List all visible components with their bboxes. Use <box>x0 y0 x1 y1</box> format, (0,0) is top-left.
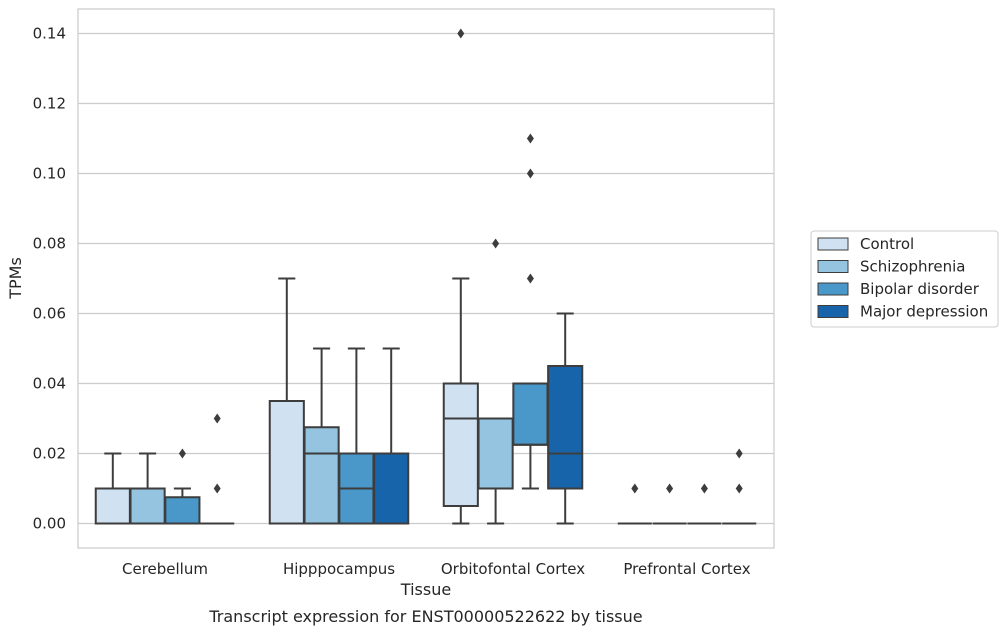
outlier-point <box>526 168 534 179</box>
x-tick-label: Cerebellum <box>122 560 208 578</box>
box <box>268 400 305 525</box>
legend-label: Schizophrenia <box>860 258 965 276</box>
outlier-point <box>492 238 500 249</box>
outlier-point <box>213 413 221 424</box>
y-tick-label: 0.06 <box>33 305 66 323</box>
box <box>129 487 166 525</box>
legend-label: Control <box>860 235 914 253</box>
y-axis-title: TPMs <box>6 257 25 300</box>
legend-swatch <box>817 237 849 251</box>
legend-swatch <box>817 305 849 318</box>
box-group <box>512 133 549 490</box>
outlier-point <box>666 483 674 494</box>
x-tick-label: Prefrontal Cortex <box>623 560 750 578</box>
box <box>547 365 584 490</box>
x-tick-label: Hipppocampus <box>283 560 395 578</box>
box <box>442 382 479 507</box>
box-group <box>373 347 410 525</box>
x-tick-labels: Cerebellum Hipppocampus Orbitofontal Corte… <box>122 560 751 578</box>
outlier-point <box>457 28 465 39</box>
outlier-point <box>735 483 743 494</box>
box <box>303 426 340 525</box>
box-group <box>652 483 687 525</box>
box-group <box>617 483 652 525</box>
legend-label: Major depression <box>860 303 988 321</box>
legend-frame <box>810 230 999 328</box>
legend-swatch <box>817 260 849 273</box>
outlier-point <box>735 448 743 459</box>
box <box>373 452 410 525</box>
legend-label: Bipolar disorder <box>860 280 980 298</box>
box-group <box>687 483 722 525</box>
plot-background <box>78 9 774 548</box>
box <box>512 382 549 446</box>
outlier-point <box>526 273 534 284</box>
plot-frame <box>77 8 775 549</box>
outlier-point <box>178 448 186 459</box>
chart-caption: Transcript expression for ENST0000052262… <box>208 607 642 626</box>
box-group <box>94 452 131 525</box>
legend-swatch <box>817 282 849 296</box>
x-tick-label: Orbitofontal Cortex <box>441 560 585 578</box>
outlier-point <box>700 483 708 494</box>
box <box>477 417 514 490</box>
y-tick-label: 0.12 <box>33 95 66 113</box>
y-tick-label: 0.10 <box>33 165 66 183</box>
y-tick-label: 0.02 <box>33 445 66 463</box>
box-group <box>477 238 514 525</box>
y-tick-label: 0.08 <box>33 235 66 253</box>
y-tick-labels: 0.00 0.02 0.04 0.06 0.08 0.10 0.12 0.14 <box>33 25 66 533</box>
box-group <box>547 312 584 525</box>
box <box>94 487 131 525</box>
outlier-point <box>631 483 639 494</box>
y-tick-label: 0.00 <box>33 515 66 533</box>
outlier-point <box>213 483 221 494</box>
box-group <box>442 28 479 525</box>
box-group <box>200 413 235 525</box>
y-tick-label: 0.04 <box>33 375 66 393</box>
box-group <box>722 448 757 525</box>
box-series <box>94 28 757 525</box>
y-tick-label: 0.14 <box>33 25 66 43</box>
box-group <box>303 347 340 525</box>
box <box>164 496 201 525</box>
x-axis-title: Tissue <box>400 580 451 599</box>
box-group <box>164 448 201 525</box>
y-gridlines <box>78 32 774 525</box>
outlier-point <box>526 133 534 144</box>
legend: Control Schizophrenia Bipolar disorder Majo… <box>810 230 999 328</box>
